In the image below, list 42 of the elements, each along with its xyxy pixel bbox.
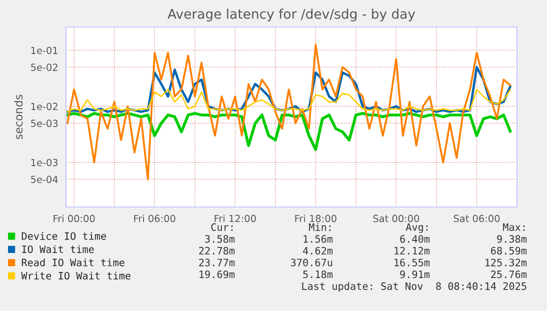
x-tick-label: Sat 00:00 <box>373 214 420 222</box>
legend-label: Read IO Wait time <box>22 258 124 266</box>
x-tick-label: Fri 00:00 <box>54 214 95 222</box>
text: 16.55m <box>394 258 430 266</box>
chart-title: Average latency for /dev/sdg - by day <box>168 8 416 22</box>
text: 9.38m <box>497 235 527 243</box>
line-series <box>66 44 512 180</box>
x-tick-label: Sat 06:00 <box>454 214 500 222</box>
x-tick-label: Fri 12:00 <box>214 214 256 222</box>
text: Avg: <box>406 223 428 233</box>
legend-label: Device IO time <box>22 232 106 240</box>
text: 22.78m <box>199 246 235 255</box>
y-tick-label: 1e-03 <box>31 158 58 166</box>
line-series <box>66 88 511 112</box>
text: 9.91m <box>400 270 430 278</box>
text: Last update: Sat Nov 8 08:40:14 2025 <box>302 282 526 292</box>
text: 1.56m <box>304 235 333 243</box>
legend-label: Write IO Wait time <box>21 272 130 280</box>
x-tick-label: Fri 18:00 <box>295 214 336 222</box>
text: Cur: <box>211 223 233 231</box>
line-series <box>66 66 512 113</box>
x-tick-label: Fri 06:00 <box>134 214 176 222</box>
text: 12.12m <box>394 246 430 254</box>
text: 19.69m <box>200 270 235 278</box>
legend-label: IO Wait time <box>22 245 94 254</box>
text: Max: <box>503 223 525 231</box>
text: 23.77m <box>199 258 235 266</box>
y-axis-title: seconds <box>14 94 23 140</box>
text: 370.67u <box>290 258 332 266</box>
y-tick-label: 1e-01 <box>31 46 58 54</box>
text: 25.76m <box>491 270 527 278</box>
y-tick-label: 5e-02 <box>31 64 58 71</box>
text: 5.18m <box>303 270 333 278</box>
text: 68.59m <box>491 246 527 255</box>
text: 3.58m <box>205 235 235 243</box>
text: 6.40m <box>400 235 430 243</box>
text: 4.62m <box>302 246 333 255</box>
y-tick-label: 5e-03 <box>31 120 58 128</box>
y-tick-label: 5e-04 <box>31 176 58 184</box>
y-tick-label: 1e-02 <box>31 102 58 110</box>
text: Min: <box>309 223 331 231</box>
text: 125.32m <box>485 258 527 266</box>
